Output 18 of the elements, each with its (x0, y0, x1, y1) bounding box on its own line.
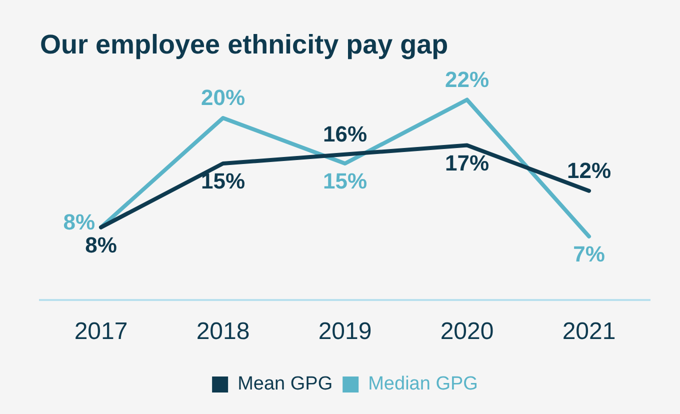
legend-label: Median GPG (368, 374, 478, 395)
x-tick-label: 2021 (562, 318, 616, 346)
data-label: 22% (444, 66, 490, 92)
x-tick-label: 2020 (440, 318, 494, 346)
data-label: 8% (63, 209, 95, 234)
legend-label: Mean GPG (238, 374, 333, 395)
data-label: 7% (573, 241, 605, 266)
data-label: 16% (322, 121, 368, 146)
data-label: 15% (322, 168, 368, 194)
data-label: 8% (85, 232, 117, 258)
x-tick-label: 2017 (74, 318, 128, 346)
data-label: 12% (566, 158, 612, 183)
data-label: 20% (200, 85, 246, 110)
data-label: 15% (200, 168, 246, 194)
x-tick-label: 2019 (318, 318, 372, 346)
x-tick-label: 2018 (196, 318, 250, 346)
chart-title: Our employee ethnicity pay gap (40, 30, 448, 60)
data-label: 17% (444, 150, 490, 176)
